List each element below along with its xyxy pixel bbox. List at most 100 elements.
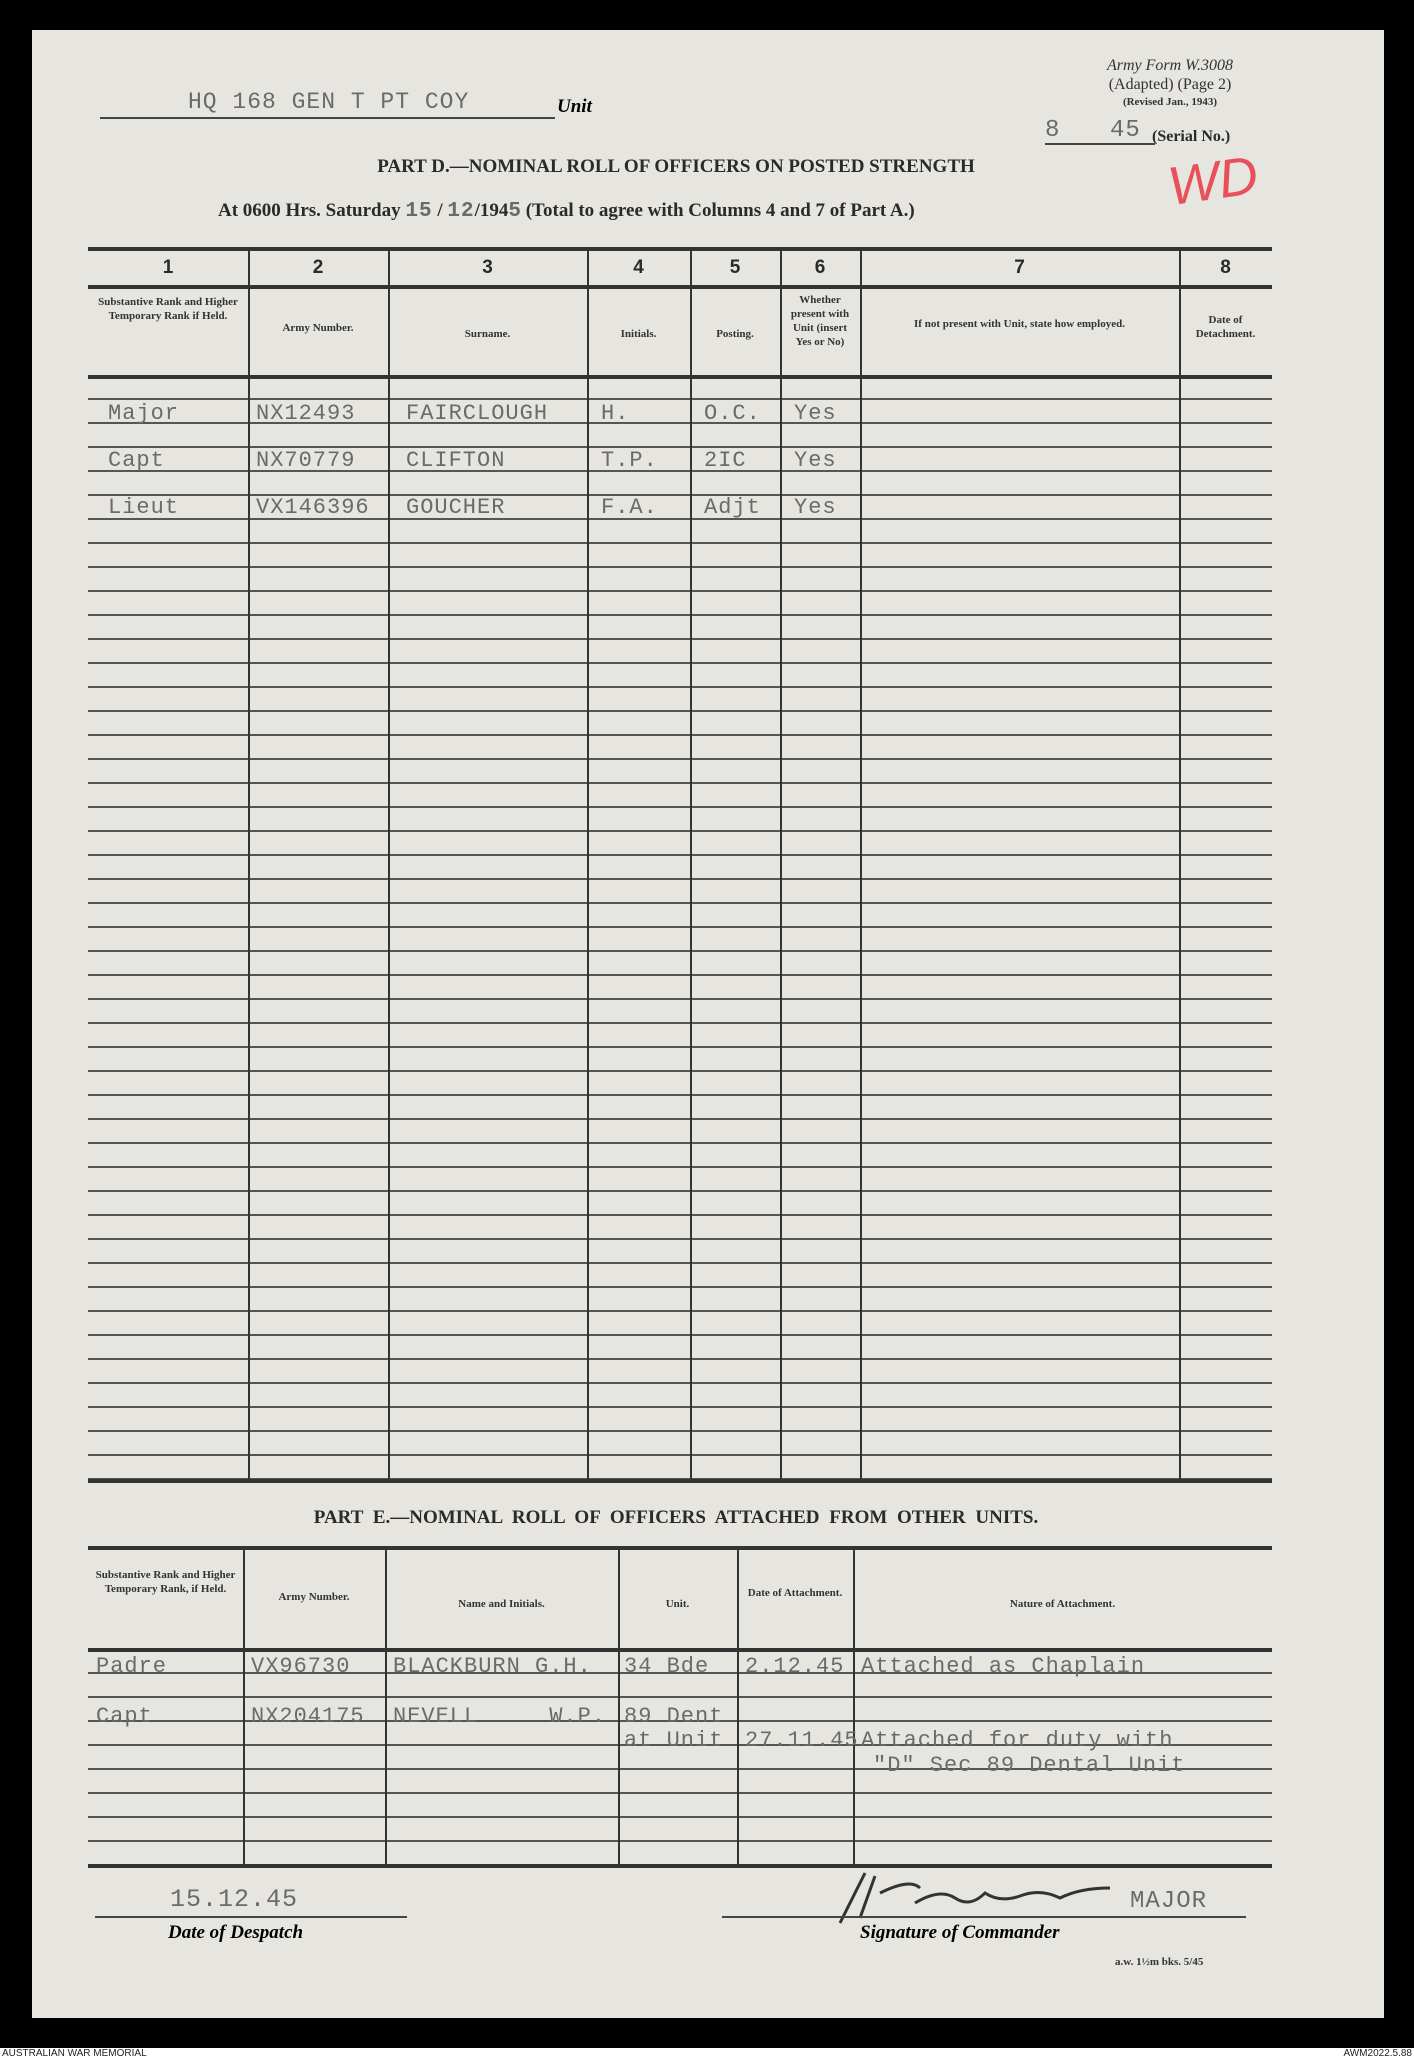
table-rules: [88, 1650, 1272, 1868]
column-header: Substantive Rank and Higher Temporary Ra…: [98, 296, 238, 322]
cell-rank: Major: [108, 401, 180, 426]
cell-unit: 89 Dent: [624, 1704, 724, 1729]
year-digit: 5: [508, 200, 521, 223]
cell-nature-line2: "D" Sec 89 Dental Unit: [873, 1753, 1186, 1778]
divider: [88, 285, 1272, 289]
serial-underline: [1045, 143, 1155, 145]
form-line-2: (Adapted) (Page 2): [1108, 76, 1232, 93]
cell-unit-line2: at Unit: [624, 1728, 724, 1753]
column-number: 6: [814, 257, 826, 278]
divider: [88, 1479, 1272, 1483]
cell-surname: FAIRCLOUGH: [406, 401, 549, 426]
cell-present: Yes: [794, 495, 837, 520]
column-header: Initials.: [620, 328, 657, 340]
column-header: Substantive Rank and Higher Temporary Ra…: [95, 1569, 236, 1595]
month: 12: [447, 200, 475, 223]
cell-surname: GOUCHER: [406, 495, 506, 520]
unit-label: Unit: [557, 96, 592, 117]
cell-present: Yes: [794, 448, 837, 473]
subtitle-suffix: (Total to agree with Columns 4 and 7 of …: [525, 200, 915, 221]
part-d-subtitle: At 0600 Hrs. Saturday 15 / 12/1945 (Tota…: [218, 200, 915, 223]
column-number: 1: [162, 257, 174, 278]
serial-b: 45: [1110, 117, 1141, 144]
cell-surname: CLIFTON: [406, 448, 506, 473]
col-divider: [388, 251, 390, 1483]
column-header: Whether present with Unit (insert Yes or…: [790, 294, 850, 348]
archive-caption: AUSTRALIAN WAR MEMORIAL AWM2022.5.88: [0, 2048, 1414, 2061]
serial-label: (Serial No.): [1152, 128, 1231, 145]
year-prefix: /194: [474, 200, 509, 221]
serial-a: 8: [1045, 117, 1061, 144]
column-header: Army Number.: [278, 1591, 350, 1603]
form-line-1: Army Form W.3008: [1106, 57, 1234, 74]
cell-initials: T.P.: [601, 448, 658, 473]
commander-signature: [838, 1872, 1111, 1924]
column-number: 7: [1014, 257, 1025, 278]
col-divider: [780, 251, 782, 1483]
cell-nature: Attached as Chaplain: [861, 1654, 1146, 1679]
cell-posting: O.C.: [704, 401, 761, 426]
unit-value: HQ 168 GEN T PT COY: [188, 89, 470, 115]
column-header: Army Number.: [282, 322, 354, 334]
column-number: 2: [312, 257, 324, 278]
cell-posting: Adjt: [704, 495, 761, 520]
part-d-table: 1 2 3 4 5 6 7 8 Substantive Rank and Higher Tem…: [88, 247, 1272, 1483]
column-header: Nature of Attachment.: [1009, 1598, 1116, 1610]
column-header: Date of Attachment.: [747, 1587, 843, 1599]
despatch-label: Date of Despatch: [168, 1922, 304, 1943]
form-id: Army Form W.3008 (Adapted) (Page 2) (Rev…: [1090, 56, 1250, 110]
signature-rank: MAJOR: [1130, 1888, 1208, 1915]
cell-rank: Capt: [96, 1704, 153, 1729]
cell-initials: F.A.: [601, 495, 658, 520]
cell-army-number: NX70779: [256, 448, 356, 473]
column-header: If not present with Unit, state how empl…: [914, 318, 1125, 330]
cell-name: BLACKBURN G.H.: [393, 1654, 592, 1679]
cell-number: NX204175: [251, 1704, 365, 1729]
cell-rank: Capt: [108, 448, 165, 473]
part-e-table: Substantive Rank and Higher Temporary Ra…: [88, 1546, 1272, 1868]
col-divider: [853, 1550, 855, 1868]
column-header: Surname.: [464, 328, 511, 340]
column-header: Name and Initials.: [458, 1598, 545, 1610]
column-number: 4: [633, 257, 644, 278]
cell-number: VX96730: [251, 1654, 351, 1679]
column-number: 5: [729, 257, 741, 278]
cell-present: Yes: [794, 401, 837, 426]
column-header: Posting.: [716, 328, 754, 340]
print-code: a.w. 1½m bks. 5/45: [1115, 1956, 1204, 1968]
cell-name: NEVELL W.P.: [393, 1704, 607, 1729]
column-header: Unit.: [665, 1598, 690, 1610]
cell-army-number: VX146396: [256, 495, 370, 520]
col-divider: [587, 251, 589, 1483]
table-rules: [88, 376, 1272, 1483]
col-divider: [737, 1550, 739, 1868]
divider: [88, 1648, 1272, 1652]
cell-date: 27.11.45: [745, 1728, 859, 1753]
signature-label: Signature of Commander: [860, 1922, 1060, 1943]
despatch-underline: [95, 1916, 407, 1918]
cell-rank: Padre: [96, 1654, 168, 1679]
col-divider: [385, 1550, 387, 1868]
subtitle-prefix: At 0600 Hrs. Saturday: [218, 200, 401, 221]
col-divider: [690, 251, 692, 1483]
col-divider: [243, 1550, 245, 1868]
form-line-3: (Revised Jan., 1943): [1122, 96, 1218, 108]
column-header: Date of Detachment.: [1195, 314, 1256, 340]
cell-nature: Attached for duty with: [861, 1728, 1174, 1753]
unit-underline: [100, 117, 555, 119]
caption-right: AWM2022.5.88: [1343, 2048, 1412, 2059]
cell-date: 2.12.45: [745, 1654, 845, 1679]
signature-underline: [722, 1916, 1246, 1918]
cell-initials: H.: [601, 401, 630, 426]
part-e-title: PART E.—NOMINAL ROLL OF OFFICERS ATTACHE…: [313, 1507, 1039, 1528]
cell-rank: Lieut: [108, 495, 180, 520]
divider: [88, 1864, 1272, 1868]
caption-left: AUSTRALIAN WAR MEMORIAL: [2, 2048, 147, 2059]
despatch-date: 15.12.45: [170, 1885, 299, 1914]
col-divider: [248, 251, 250, 1483]
col-divider: [860, 251, 862, 1483]
part-d-title: PART D.—NOMINAL ROLL OF OFFICERS ON POST…: [377, 156, 975, 177]
divider: [88, 375, 1272, 379]
cell-army-number: NX12493: [256, 401, 356, 426]
column-number: 8: [1220, 257, 1231, 278]
